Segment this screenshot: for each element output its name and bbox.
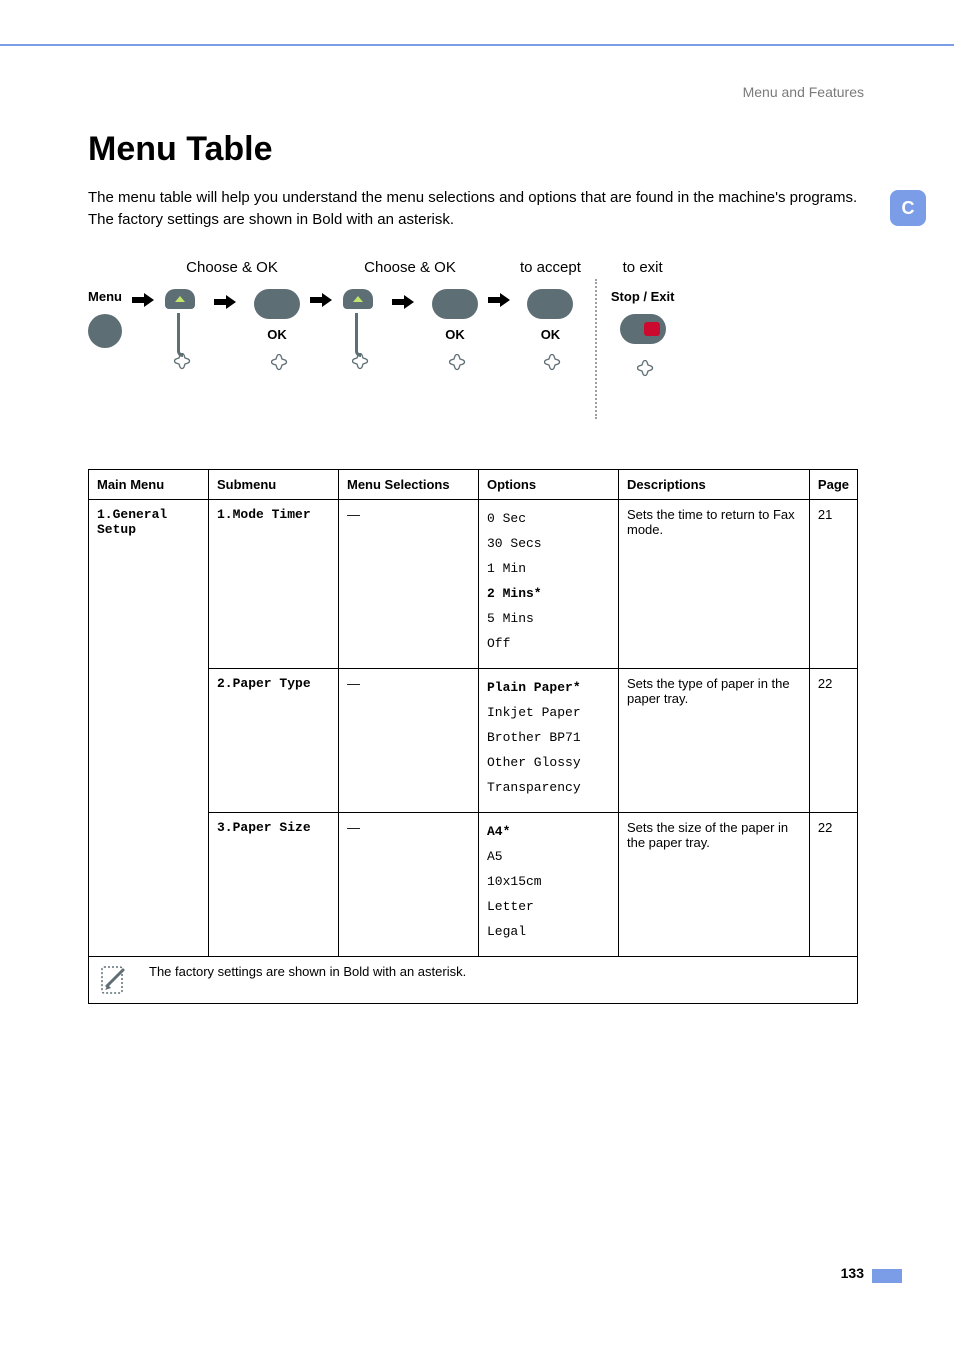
option-value: 30 Secs	[487, 536, 610, 551]
top-rule	[0, 44, 954, 46]
option-value: Other Glossy	[487, 755, 610, 770]
choose-ok-label-2: Choose & OK	[364, 259, 456, 279]
option-value: Brother BP71	[487, 730, 610, 745]
intro-paragraph: The menu table will help you understand …	[88, 187, 858, 231]
option-value: A5	[487, 849, 610, 864]
up-press-col	[164, 289, 196, 371]
to-exit-col: to exit Stop / Exit	[611, 259, 675, 378]
th-main-menu: Main Menu	[89, 469, 209, 499]
cell-page: 21	[809, 499, 857, 668]
press-stem	[177, 313, 183, 357]
cell-options: A4* A5 10x15cm Letter Legal	[479, 812, 619, 956]
stop-exit-button-icon	[620, 314, 666, 344]
page-title: Menu Table	[88, 130, 858, 169]
cell-selections: —	[339, 812, 479, 956]
hand-press-icon	[637, 360, 659, 378]
menu-key-label: Menu	[88, 289, 122, 304]
option-value: Transparency	[487, 780, 610, 795]
press-stem	[355, 313, 361, 357]
page-number-bar	[872, 1269, 902, 1283]
hand-press-icon	[449, 354, 471, 372]
arrow-icon	[488, 293, 510, 307]
section-tab: C	[890, 190, 926, 226]
ok-button-icon	[432, 289, 478, 319]
th-page: Page	[809, 469, 857, 499]
dotted-divider	[595, 279, 597, 419]
up-arrow-button-icon	[343, 289, 373, 309]
cell-description: Sets the type of paper in the paper tray…	[619, 668, 810, 812]
option-value: 1 Min	[487, 561, 610, 576]
option-value: Legal	[487, 924, 610, 939]
cell-submenu: 2.Paper Type	[209, 668, 339, 812]
ok-label: OK	[445, 327, 465, 342]
page-number: 133	[841, 1265, 864, 1281]
cell-options: 0 Sec 30 Secs 1 Min 2 Mins* 5 Mins Off	[479, 499, 619, 668]
cell-options: Plain Paper* Inkjet Paper Brother BP71 Othe…	[479, 668, 619, 812]
cell-page: 22	[809, 812, 857, 956]
cell-selections: —	[339, 668, 479, 812]
table-footnote-text: The factory settings are shown in Bold w…	[149, 964, 466, 979]
th-descriptions: Descriptions	[619, 469, 810, 499]
to-exit-label: to exit	[623, 259, 663, 279]
menu-table: Main Menu Submenu Menu Selections Option…	[88, 469, 858, 1004]
cell-selections: —	[339, 499, 479, 668]
th-submenu: Submenu	[209, 469, 339, 499]
ok-button-icon	[254, 289, 300, 319]
table-header-row: Main Menu Submenu Menu Selections Option…	[89, 469, 858, 499]
option-value: Letter	[487, 899, 610, 914]
cell-description: Sets the time to return to Fax mode.	[619, 499, 810, 668]
hand-press-icon	[271, 354, 293, 372]
nav-flow-diagram: Menu Choose & OK	[88, 259, 858, 419]
cell-submenu: 3.Paper Size	[209, 812, 339, 956]
hand-press-icon	[352, 353, 374, 371]
cell-submenu: 1.Mode Timer	[209, 499, 339, 668]
ok-label: OK	[267, 327, 287, 342]
table-row: 1.General Setup1.Mode Timer—0 Sec30 Secs…	[89, 499, 858, 668]
hand-press-icon	[174, 353, 196, 371]
option-value: Plain Paper*	[487, 680, 610, 695]
cell-description: Sets the size of the paper in the paper …	[619, 812, 810, 956]
ok-label: OK	[541, 327, 561, 342]
cell-page: 22	[809, 668, 857, 812]
table-footnote-row: The factory settings are shown in Bold w…	[89, 956, 858, 1003]
option-value: Off	[487, 636, 610, 651]
option-value: 5 Mins	[487, 611, 610, 626]
arrow-icon	[132, 293, 154, 307]
th-selections: Menu Selections	[339, 469, 479, 499]
hand-press-icon	[544, 354, 566, 372]
menu-button-icon	[88, 314, 122, 348]
option-value: 2 Mins*	[487, 586, 610, 601]
option-value: 0 Sec	[487, 511, 610, 526]
cell-main-menu: 1.General Setup	[89, 499, 209, 956]
to-accept-label: to accept	[520, 259, 581, 279]
option-value: A4*	[487, 824, 610, 839]
menu-key-col: Menu	[88, 259, 122, 348]
note-icon	[97, 964, 129, 996]
arrow-icon	[392, 295, 414, 309]
stop-exit-label: Stop / Exit	[611, 289, 675, 304]
th-options: Options	[479, 469, 619, 499]
option-value: 10x15cm	[487, 874, 610, 889]
arrow-icon	[214, 295, 236, 309]
choose-ok-label-1: Choose & OK	[186, 259, 278, 279]
ok-button-icon	[527, 289, 573, 319]
up-press-col	[342, 289, 374, 371]
spacer	[103, 259, 107, 279]
choose-ok-group-2: Choose & OK OK	[342, 259, 478, 372]
option-value: Inkjet Paper	[487, 705, 610, 720]
ok-press-col: OK	[432, 289, 478, 372]
header-section-label: Menu and Features	[743, 84, 864, 100]
to-accept-col: to accept OK	[520, 259, 581, 372]
up-arrow-button-icon	[165, 289, 195, 309]
choose-ok-group-1: Choose & OK OK	[164, 259, 300, 372]
ok-press-col: OK	[254, 289, 300, 372]
arrow-icon	[310, 293, 332, 307]
page-content: Menu Table The menu table will help you …	[88, 130, 858, 1004]
